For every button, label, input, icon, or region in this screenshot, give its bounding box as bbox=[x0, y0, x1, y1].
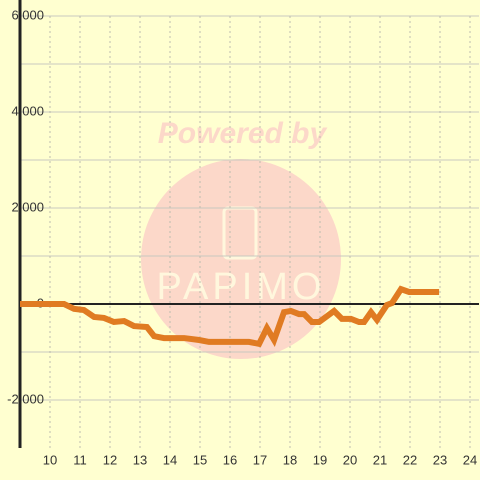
x-tick-label: 20 bbox=[343, 452, 357, 467]
x-tick-label: 15 bbox=[193, 452, 207, 467]
x-tick-label: 10 bbox=[43, 452, 57, 467]
watermark-text: PAPIMO bbox=[157, 266, 326, 308]
y-tick-label: 6,000 bbox=[11, 7, 44, 22]
x-tick-label: 16 bbox=[223, 452, 237, 467]
x-tick-label: 22 bbox=[403, 452, 417, 467]
x-tick-label: 19 bbox=[313, 452, 327, 467]
watermark-text: Powered by bbox=[158, 117, 328, 150]
x-tick-label: 17 bbox=[253, 452, 267, 467]
line-series bbox=[20, 285, 440, 348]
x-tick-label: 11 bbox=[73, 452, 87, 467]
x-tick-label: 14 bbox=[163, 452, 177, 467]
x-tick-label: 23 bbox=[433, 452, 447, 467]
x-tick-label: 21 bbox=[373, 452, 387, 467]
y-tick-label: -2,000 bbox=[7, 391, 44, 406]
x-tick-label: 24 bbox=[463, 452, 477, 467]
x-tick-label: 13 bbox=[133, 452, 147, 467]
y-tick-label: 4,000 bbox=[11, 103, 44, 118]
y-tick-label: 2,000 bbox=[11, 199, 44, 214]
x-tick-label: 12 bbox=[103, 452, 117, 467]
x-tick-label: 18 bbox=[283, 452, 297, 467]
